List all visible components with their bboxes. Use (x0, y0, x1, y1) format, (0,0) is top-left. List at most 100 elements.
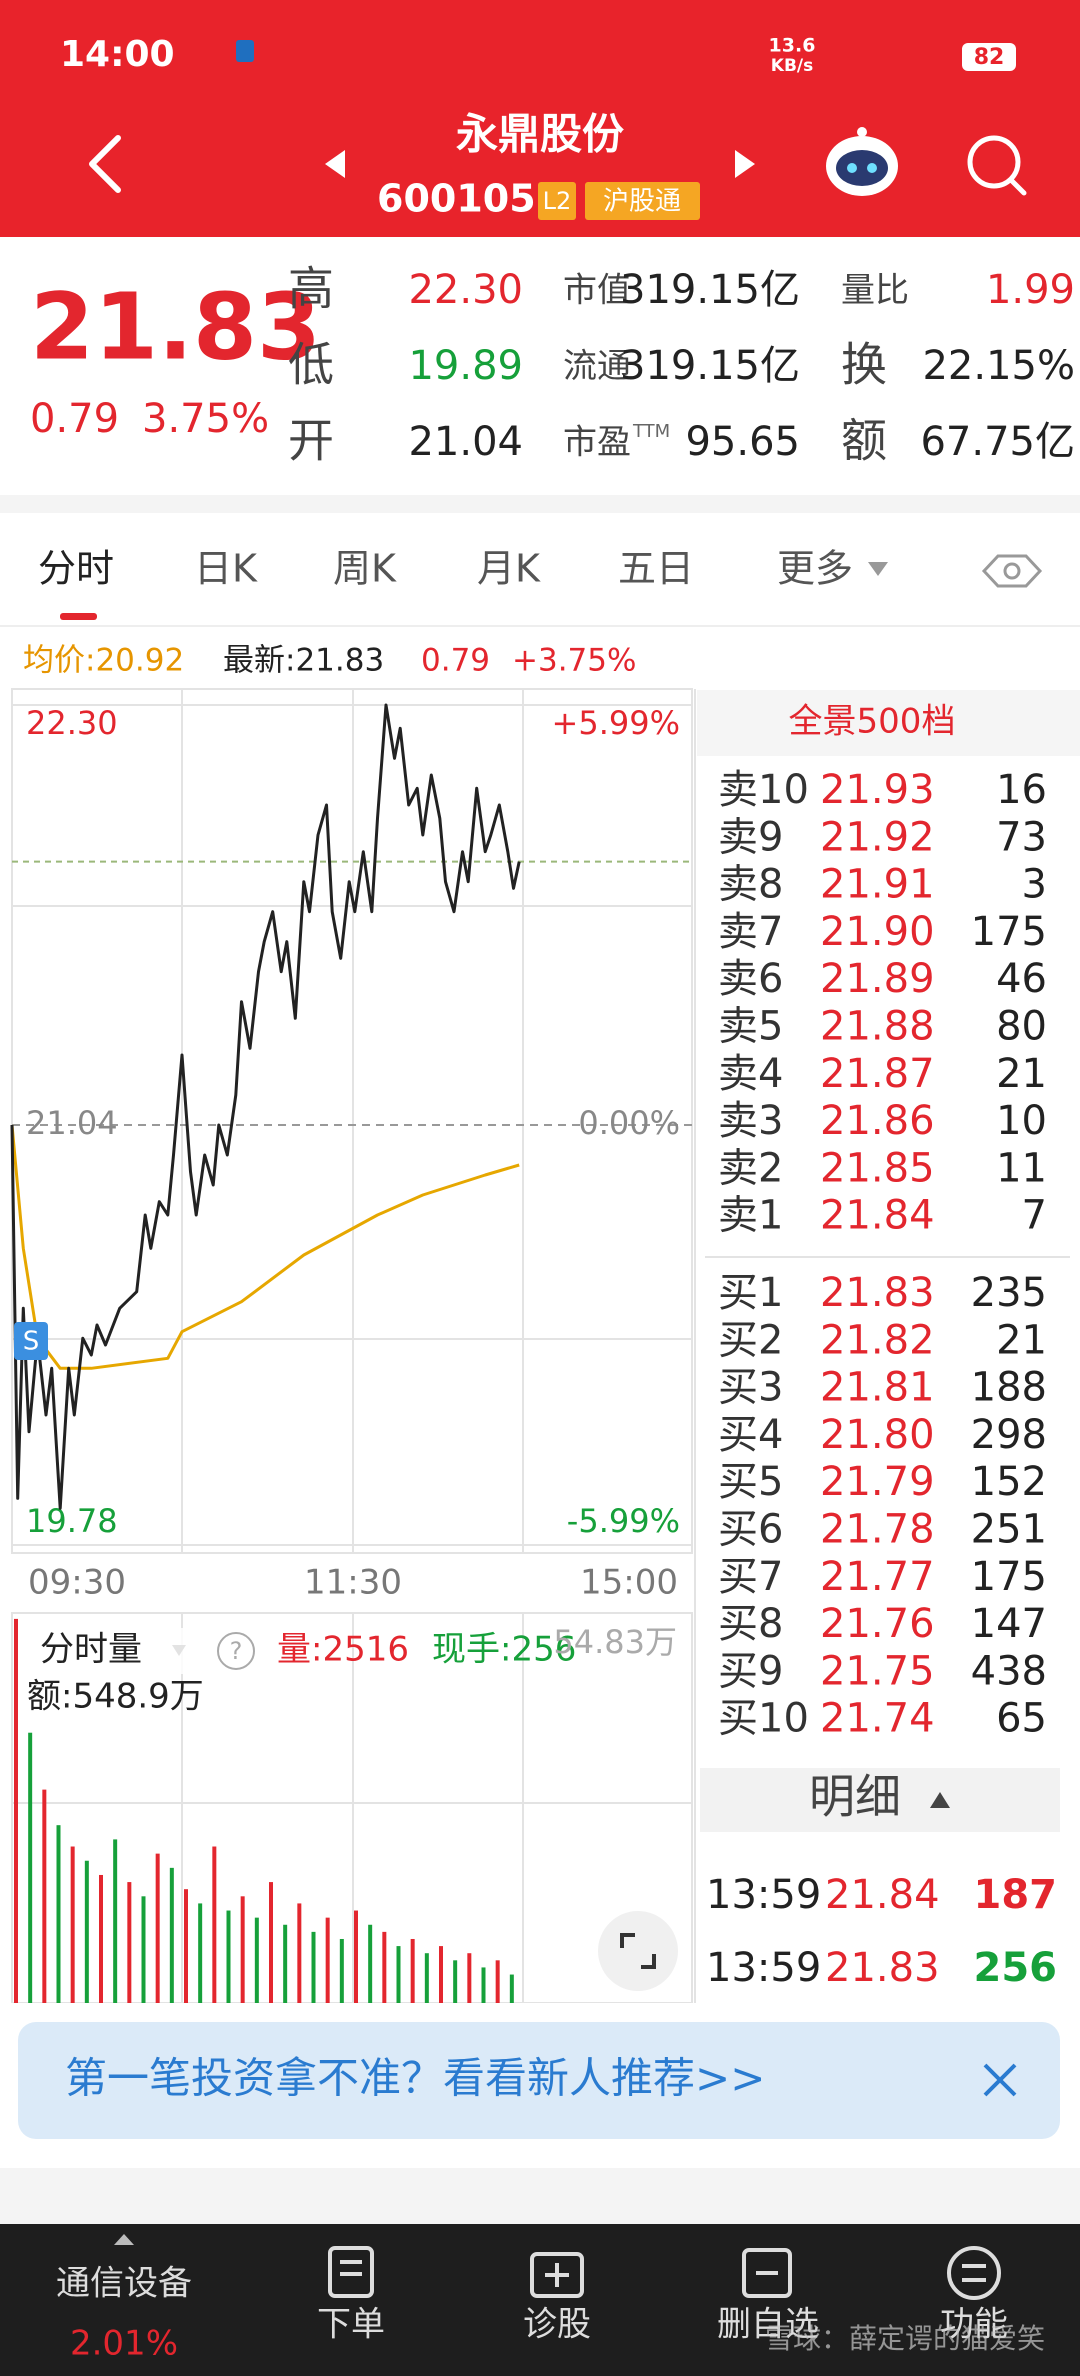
banner-close[interactable] (983, 2063, 1017, 2097)
nav-label[interactable]: 功能 (940, 2305, 1008, 2345)
book-volume: 175 (971, 909, 1047, 955)
book-price: 21.84 (820, 1193, 935, 1239)
nav-label[interactable]: 诊股 (523, 2305, 591, 2345)
book-volume: 46 (996, 956, 1047, 1002)
volume-bar (424, 1953, 429, 2003)
volume-bar (99, 1874, 103, 2003)
tab[interactable]: 周K (333, 547, 397, 591)
volume-bar (410, 1938, 415, 2003)
book-level: 卖6 (718, 956, 783, 1002)
help-glyph: ? (230, 1637, 243, 1665)
banner[interactable] (18, 2022, 1060, 2139)
tab[interactable]: 月K (477, 547, 541, 591)
book-price: 21.78 (820, 1507, 935, 1553)
book-level: 买1 (718, 1270, 783, 1316)
book-volume: 16 (996, 767, 1047, 813)
quote-label: 市值 (563, 271, 631, 311)
volume-hand: 现手:256 (432, 1630, 576, 1670)
volume-bar (226, 1910, 231, 2003)
back-button[interactable] (89, 135, 121, 193)
book-volume: 3 (1022, 862, 1047, 908)
book-volume: 147 (971, 1601, 1047, 1647)
quote-value: 22.15% (922, 343, 1075, 389)
quote-value: 319.15亿 (620, 343, 800, 389)
book-price: 21.74 (820, 1696, 935, 1742)
volume-bar (297, 1903, 302, 2003)
volume-bar (155, 1853, 160, 2003)
book-price: 21.86 (820, 1098, 935, 1144)
l2-badge (538, 182, 576, 220)
tab[interactable]: 更多 (777, 547, 853, 591)
quote-value: 95.65 (685, 419, 800, 465)
watermark: 雪球：薛定谔的猫爱笑 (765, 2322, 1045, 2355)
book-price: 21.82 (820, 1317, 935, 1363)
detail-button[interactable]: 明细 (809, 1770, 901, 1824)
volume-bar (56, 1825, 61, 2003)
tab[interactable]: 日K (194, 547, 258, 591)
quote-label: 低 (288, 338, 334, 392)
book-level: 卖8 (718, 862, 783, 908)
more-arrow[interactable] (868, 562, 888, 576)
price-change-pct: 3.75% (142, 396, 269, 442)
robot-icon[interactable] (826, 127, 898, 196)
expand-icon[interactable] (598, 1911, 678, 1991)
status-icon (236, 40, 254, 62)
book-volume: 152 (971, 1459, 1047, 1505)
book-price: 21.75 (820, 1648, 935, 1694)
nav-up (114, 2234, 134, 2245)
nav-label[interactable]: 下单 (317, 2305, 385, 2345)
book-header-bg (697, 690, 1080, 756)
detail-button-bg[interactable] (700, 1768, 1060, 1832)
volume-bar (439, 1946, 443, 2003)
volume-bar (453, 1960, 458, 2003)
next-stock[interactable] (735, 150, 755, 178)
status-speed-unit: KB/s (771, 56, 813, 76)
book-price: 21.88 (820, 1004, 935, 1050)
volume-bar (141, 1896, 146, 2003)
price-axis-label: 19.78 (26, 1502, 118, 1540)
book-level: 卖9 (718, 814, 783, 860)
book-price: 21.89 (820, 956, 935, 1002)
search-icon[interactable] (967, 135, 1027, 196)
nav-label[interactable]: 删自选 (717, 2305, 819, 2345)
book-price: 21.76 (820, 1601, 935, 1647)
nav-label[interactable]: 通信设备 (56, 2264, 192, 2304)
tab[interactable]: 分时 (38, 547, 114, 591)
nav-sub: 2.01% (70, 2324, 178, 2364)
book-level: 卖4 (718, 1051, 783, 1097)
tab-underline (60, 613, 97, 620)
quote-label: 换 (841, 338, 887, 392)
prev-stock[interactable] (325, 150, 345, 178)
volume-bar (382, 1931, 387, 2003)
book-level: 卖2 (718, 1145, 783, 1191)
settings-icon[interactable] (981, 554, 1043, 588)
price-axis-label: 21.04 (26, 1104, 118, 1142)
separator (0, 495, 1080, 513)
volume-label[interactable]: 分时量 (40, 1630, 142, 1670)
book-price: 21.90 (820, 909, 935, 955)
avg-line (10, 1124, 520, 1370)
banner-text[interactable]: 第一笔投资拿不准？看看新人推荐>> (65, 2054, 765, 2103)
book-volume: 11 (996, 1145, 1047, 1191)
detail-arrow[interactable] (930, 1792, 950, 1808)
book-volume: 438 (971, 1648, 1047, 1694)
book-level: 买9 (718, 1648, 783, 1694)
volume-bar (311, 1931, 316, 2003)
book-price: 21.81 (820, 1365, 935, 1411)
book-price: 21.85 (820, 1145, 935, 1191)
volume-bar (28, 1732, 33, 2003)
status-speed: 13.6 (769, 35, 816, 57)
book-level: 卖7 (718, 909, 783, 955)
volume-amount: 额:548.9万 (27, 1677, 204, 1717)
tab[interactable]: 五日 (618, 547, 694, 591)
book-volume: 175 (971, 1554, 1047, 1600)
volume-bar (467, 1953, 472, 2003)
battery (962, 43, 1016, 71)
badge-hgt: 沪股通 (603, 187, 681, 217)
pct-axis-label: +5.99% (552, 704, 680, 742)
book-price: 21.92 (820, 814, 935, 860)
help-icon[interactable] (217, 1632, 255, 1670)
quote-label: 流通 (563, 347, 631, 387)
volume-bar (127, 1882, 132, 2003)
